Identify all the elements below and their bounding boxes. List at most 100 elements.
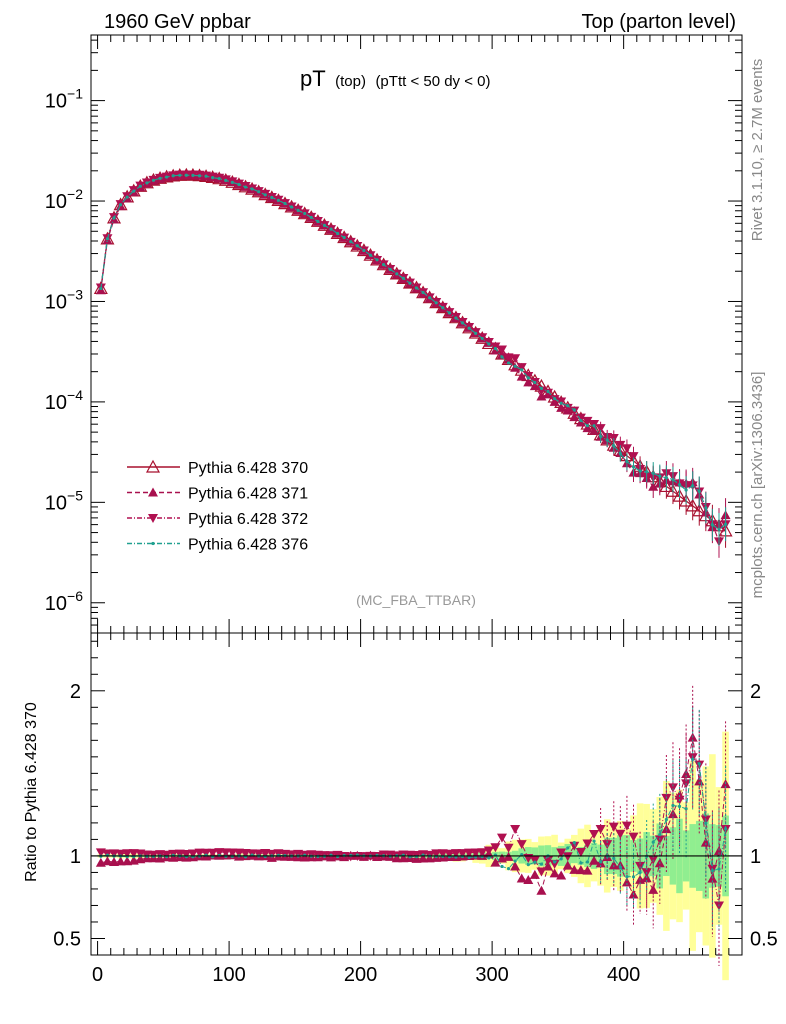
main-marker — [536, 386, 547, 396]
ratio-marker — [201, 848, 212, 858]
watermark: (MC_FBA_TTBAR) — [356, 592, 476, 608]
main-marker — [211, 175, 215, 180]
main-marker — [677, 483, 682, 487]
main-marker — [462, 320, 477, 334]
ratio-marker — [490, 843, 501, 853]
ratio-marker — [253, 849, 264, 859]
ratio-marker — [457, 849, 468, 859]
ratio-marker — [102, 856, 113, 866]
ratio-y-tick-label-right: 2 — [750, 681, 761, 703]
ratio-marker — [569, 864, 580, 874]
legend: Pythia 6.428 370 Pythia 6.428 371 Pythia 6… — [127, 459, 308, 554]
ratio-marker — [233, 848, 244, 858]
plot-title-sub: (top) — [335, 73, 366, 90]
main-marker — [562, 403, 573, 413]
ratio-marker — [464, 848, 475, 858]
y-tick-label: 10−5 — [45, 487, 83, 514]
main-marker — [178, 173, 182, 177]
main-marker — [631, 465, 636, 469]
main-marker — [556, 402, 567, 412]
y-tick-label: 10−2 — [45, 186, 83, 213]
main-marker — [118, 203, 123, 207]
y-tick-label: 10−4 — [45, 387, 83, 414]
x-tick-label: 400 — [607, 964, 640, 986]
main-line — [100, 174, 726, 532]
main-marker — [171, 174, 175, 178]
legend-label: Pythia 6.428 371 — [188, 486, 308, 503]
main-marker — [672, 488, 687, 502]
x-tick-label: 200 — [344, 964, 377, 986]
main-marker — [475, 330, 490, 344]
ratio-y-tick-label: 2 — [70, 681, 81, 703]
main-marker — [428, 296, 432, 300]
plot-title: pT (top) (pTtt < 50 dy < 0) — [300, 66, 491, 91]
ratio-marker — [470, 848, 481, 858]
legend-label: Pythia 6.428 372 — [188, 511, 308, 528]
side-label-mcplots: mcplots.cern.ch [arXiv:1306.3436] — [749, 372, 766, 599]
ratio-marker — [214, 848, 225, 858]
header-left: 1960 GeV ppbar — [104, 11, 251, 33]
ratio-series-2 — [95, 705, 731, 967]
y-tick-base: 10 — [45, 492, 67, 514]
y-tick-label: 10−3 — [45, 286, 83, 313]
main-marker — [442, 305, 457, 319]
main-marker — [434, 301, 438, 305]
ratio-marker — [589, 855, 600, 865]
ratio-series-group — [91, 685, 742, 967]
main-marker — [191, 173, 195, 177]
ratio-marker — [181, 850, 192, 860]
legend-marker — [151, 541, 155, 546]
ratio-series-1 — [95, 685, 731, 937]
y-tick-exp: −6 — [67, 588, 83, 604]
ratio-marker — [444, 849, 455, 859]
main-marker — [467, 326, 471, 330]
main-marker — [692, 503, 707, 517]
ratio-frame — [90, 632, 743, 956]
ratio-marker — [431, 849, 442, 859]
plot-title-cut: (pTtt < 50 dy < 0) — [375, 73, 490, 90]
ratio-marker — [717, 867, 721, 871]
ratio-ylabel: Ratio to Pythia 6.428 370 — [23, 702, 40, 882]
y-tick-exp: −4 — [67, 387, 83, 403]
y-tick-label: 10−6 — [45, 588, 83, 615]
legend-marker — [148, 487, 158, 497]
ratio-marker — [710, 869, 715, 873]
ratio-marker — [582, 839, 593, 849]
ratio-marker — [595, 824, 606, 834]
ratio-panel: 0.5 0.5 1 1 2 2 0 100 200 300 400 Ratio to Pythia … — [23, 632, 778, 986]
ratio-marker — [569, 841, 580, 851]
y-tick-exp: −3 — [67, 286, 83, 302]
main-axes: 10−610−510−410−310−210−1 — [45, 35, 742, 634]
ratio-y-tick-label-right: 1 — [750, 846, 761, 868]
ratio-marker — [496, 833, 507, 843]
side-label-rivet: Rivet 3.1.10, ≥ 2.7M events — [749, 59, 766, 242]
ratio-marker — [220, 848, 231, 858]
ratio-marker — [194, 848, 205, 858]
y-tick-base: 10 — [45, 291, 67, 313]
main-marker — [679, 493, 694, 507]
legend-label: Pythia 6.428 370 — [188, 460, 308, 477]
legend-marker — [148, 514, 158, 523]
y-tick-base: 10 — [45, 392, 67, 414]
x-tick-label: 100 — [212, 964, 245, 986]
y-tick-label: 10−1 — [45, 86, 83, 113]
ratio-marker — [450, 849, 461, 859]
y-tick-base: 10 — [45, 91, 67, 113]
ratio-marker — [174, 849, 185, 859]
legend-label: Pythia 6.428 376 — [188, 537, 308, 554]
ratio-marker — [240, 848, 251, 858]
main-marker — [685, 498, 700, 512]
main-marker — [448, 310, 463, 324]
main-series-3 — [99, 173, 728, 546]
x-tick-label: 300 — [475, 964, 508, 986]
legend-marker — [145, 459, 161, 473]
y-tick-exp: −1 — [67, 86, 83, 102]
ratio-y-tick-label-right: 0.5 — [750, 928, 778, 950]
ratio-y-tick-label: 0.5 — [53, 928, 81, 950]
y-tick-base: 10 — [45, 191, 67, 213]
ratio-line — [100, 756, 727, 906]
plot-title-main: pT — [300, 66, 326, 91]
header-right: Top (parton level) — [581, 11, 736, 33]
main-marker — [455, 315, 470, 329]
